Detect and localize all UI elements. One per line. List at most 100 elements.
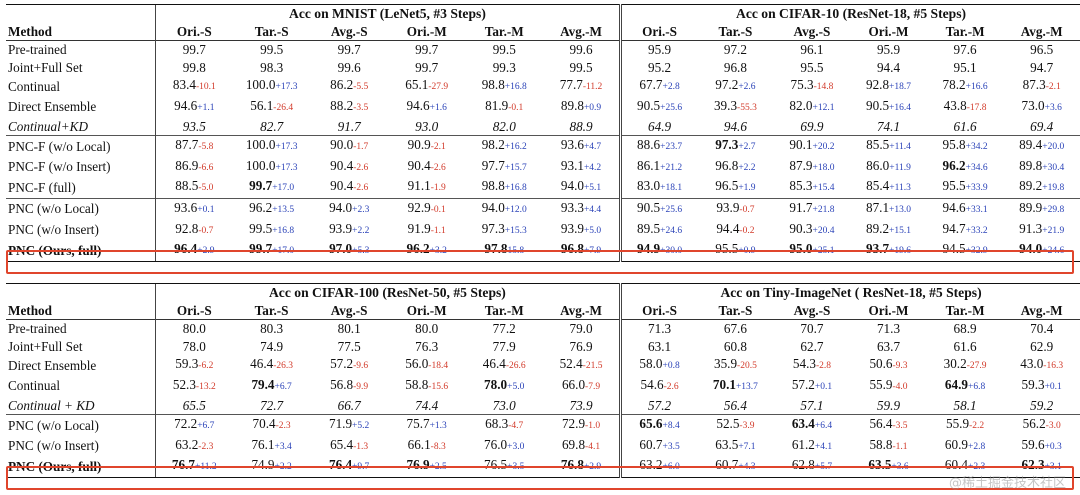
cell-value: 94.6 <box>942 199 966 215</box>
value-cell: 82.7 <box>233 118 311 136</box>
cell-delta: +23.7 <box>660 142 683 153</box>
value-cell: 93.0 <box>388 118 466 136</box>
cell-value: 70.1 <box>712 376 736 392</box>
cell-value: 89.2 <box>1019 178 1043 194</box>
cell-value: 57.1 <box>800 397 824 413</box>
cell-delta: +11.2 <box>195 462 217 473</box>
cell-delta: +0.8 <box>662 361 680 372</box>
cell-value: 90.4 <box>407 157 431 173</box>
cell-delta: +2.8 <box>662 82 680 93</box>
cell-value: 95.5 <box>800 59 824 75</box>
value-cell: 99.5+16.8 <box>233 220 311 241</box>
cell-delta: -26.3 <box>273 361 294 372</box>
table-row: Direct Ensemble 59.3-6.2 46.4-26.3 57.2-9.6… <box>6 355 1080 376</box>
value-cell: 65.4-1.3 <box>310 436 388 457</box>
cell-delta: +15.3 <box>504 225 527 236</box>
cell-value: 97.8 <box>484 241 508 257</box>
cell-delta: -27.9 <box>966 361 987 372</box>
cell-value: 70.7 <box>800 321 824 337</box>
cell-value: 56.4 <box>869 416 893 432</box>
cell-delta: +17.0 <box>272 246 295 257</box>
value-cell: 87.7-5.8 <box>154 135 233 157</box>
value-cell: 77.2 <box>465 319 543 338</box>
cell-value: 95.1 <box>953 59 977 75</box>
cell-value: 66.0 <box>561 376 586 392</box>
value-cell: 90.3+20.4 <box>774 220 851 241</box>
value-cell: 80.3 <box>232 319 311 338</box>
cell-value: 77.5 <box>337 338 361 354</box>
value-cell: 90.5+16.4 <box>850 97 927 118</box>
method-cell: Joint+Full Set <box>8 59 83 75</box>
column-header: Ori.-M <box>868 23 909 39</box>
value-cell: 94.6+33.1 <box>926 197 1004 220</box>
cell-delta: -13.2 <box>195 381 216 392</box>
value-cell: 78.0 <box>154 337 233 356</box>
cell-value: 97.2 <box>715 77 739 93</box>
cell-value: 74.1 <box>876 118 901 134</box>
value-cell: 83.0+18.1 <box>619 177 698 199</box>
cell-delta: +2.3 <box>967 462 986 473</box>
cell-delta: -6.6 <box>198 162 214 173</box>
cell-delta: -0.1 <box>508 102 524 113</box>
cell-value: 63.5 <box>715 436 739 452</box>
cell-delta: -2.6 <box>353 162 369 173</box>
cell-value: 76.9 <box>569 338 593 354</box>
cell-value: 86.2 <box>330 77 354 93</box>
cell-delta: -2.8 <box>815 361 832 372</box>
cell-delta: +33.9 <box>965 183 988 194</box>
cell-value: 74.9 <box>251 457 275 473</box>
cell-delta: +13.7 <box>735 381 758 392</box>
value-cell: 64.9+6.8 <box>927 376 1004 397</box>
cell-value: 56.0 <box>405 356 429 372</box>
cell-delta: +4.1 <box>814 441 833 452</box>
value-cell: 93.1+4.2 <box>543 157 621 178</box>
value-cell: 70.1+13.7 <box>697 376 774 397</box>
value-cell: 85.3+15.4 <box>774 177 851 198</box>
column-header-row: Ori.-S Tar.-S Avg.-S Ori.-M Tar.-M Avg.-M Ori.… <box>6 301 1080 320</box>
cell-delta: -4.7 <box>508 421 524 432</box>
value-cell: 99.6 <box>543 40 621 59</box>
value-cell: 75.7+1.3 <box>387 414 466 436</box>
cell-value: 94.0 <box>1019 241 1043 257</box>
table-row: PNC (w/o Insert) 92.8-0.7 99.5+16.8 93.9+2.… <box>6 219 1080 241</box>
cell-value: 77.2 <box>492 321 516 337</box>
value-cell: 66.7 <box>310 397 388 415</box>
value-cell: 93.9+5.0 <box>543 220 621 241</box>
cell-value: 96.8 <box>723 59 747 75</box>
cell-delta: -2.6 <box>353 183 369 194</box>
column-header: Ori.-M <box>868 302 909 318</box>
method-cell: PNC-F (full) <box>8 179 76 195</box>
cell-delta: +1.6 <box>429 102 447 113</box>
value-cell: 76.3 <box>388 338 466 356</box>
value-cell: 60.7+3.5 <box>619 435 698 457</box>
cell-value: 43.0 <box>1020 356 1044 372</box>
value-cell: 57.1 <box>774 397 851 415</box>
cell-delta: +0.1 <box>814 381 833 392</box>
cell-delta: +5.0 <box>583 225 602 236</box>
value-cell: 97.7+15.7 <box>465 157 543 178</box>
value-cell: 80.1 <box>310 319 388 338</box>
cell-value: 76.9 <box>406 457 430 473</box>
value-cell: 96.4+2.9 <box>154 240 233 262</box>
column-header: Avg.-M <box>1020 302 1063 318</box>
value-cell: 69.9 <box>774 118 851 136</box>
value-cell: 89.5+24.6 <box>619 219 698 241</box>
table-row: PNC (Ours, full) 96.4+2.9 99.7+17.0 97.0+5.… <box>6 240 1080 262</box>
value-cell: 59.6+0.3 <box>1003 436 1080 457</box>
value-cell: 52.3-13.2 <box>154 375 233 397</box>
cell-delta: +16.2 <box>504 142 527 153</box>
method-cell: PNC (w/o Insert) <box>8 438 99 454</box>
value-cell: 97.6 <box>926 40 1004 59</box>
value-cell: 96.1 <box>773 40 851 59</box>
value-cell: 66.0-7.9 <box>543 376 621 397</box>
value-cell: 58.8-15.6 <box>388 376 466 397</box>
value-cell: 95.8+34.2 <box>926 135 1004 157</box>
cell-delta: -9.9 <box>353 381 369 392</box>
value-cell: 96.5 <box>1003 40 1080 59</box>
value-cell: 65.6+8.4 <box>619 414 698 436</box>
cell-delta: +20.2 <box>812 142 835 153</box>
value-cell: 64.9 <box>619 117 698 136</box>
value-cell: 74.9 <box>233 338 311 356</box>
cell-value: 71.3 <box>876 321 901 337</box>
cell-delta: +5.2 <box>352 421 370 432</box>
